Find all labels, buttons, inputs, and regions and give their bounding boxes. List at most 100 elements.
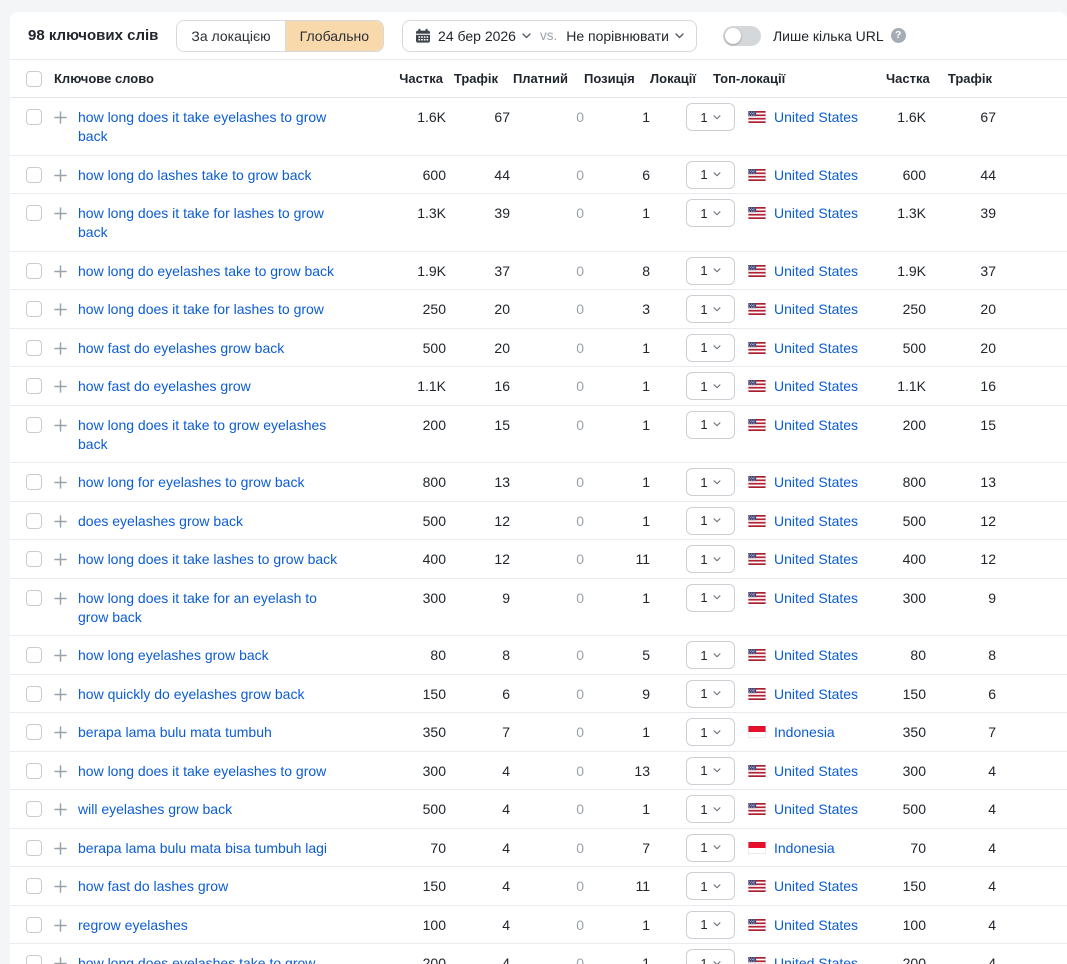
locations-dropdown[interactable]: 1 [686, 410, 735, 439]
keyword-link[interactable]: how long does it take for an eyelash to … [78, 589, 317, 625]
add-keyword-icon[interactable] [54, 829, 78, 860]
add-keyword-icon[interactable] [54, 636, 78, 667]
add-keyword-icon[interactable] [54, 752, 78, 783]
locations-dropdown[interactable]: 1 [686, 256, 735, 285]
keyword-link[interactable]: how fast do eyelashes grow back [78, 339, 285, 356]
top-location-link[interactable]: United States [774, 339, 859, 356]
locations-dropdown[interactable]: 1 [686, 872, 735, 900]
top-location-link[interactable]: United States [774, 916, 859, 933]
column-header-keyword[interactable]: Ключове слово [54, 71, 154, 86]
row-checkbox[interactable] [26, 801, 42, 817]
add-keyword-icon[interactable] [54, 540, 78, 571]
column-header-traffic[interactable]: Трафік [453, 71, 498, 86]
add-keyword-icon[interactable] [54, 194, 78, 225]
top-location-link[interactable]: United States [774, 878, 859, 894]
top-location-link[interactable]: United States [774, 685, 859, 702]
top-location-link[interactable]: United States [774, 647, 859, 663]
keyword-link[interactable]: regrow eyelashes [78, 916, 188, 933]
help-icon[interactable]: ? [890, 28, 906, 43]
add-keyword-icon[interactable] [54, 98, 78, 129]
add-keyword-icon[interactable] [54, 502, 78, 533]
locations-dropdown[interactable]: 1 [686, 795, 735, 823]
keyword-link[interactable]: how long does it take for lashes to grow… [78, 205, 324, 240]
row-checkbox[interactable] [26, 166, 42, 183]
row-checkbox[interactable] [26, 378, 42, 394]
locations-dropdown[interactable]: 1 [686, 833, 735, 862]
locations-dropdown[interactable]: 1 [686, 103, 735, 131]
row-checkbox[interactable] [26, 685, 42, 702]
column-header-position[interactable]: Позиція [584, 71, 635, 86]
keyword-link[interactable]: how long for eyelashes to grow back [78, 474, 305, 490]
row-checkbox[interactable] [26, 416, 42, 433]
top-location-link[interactable]: United States [774, 262, 859, 279]
keyword-link[interactable]: berapa lama bulu mata bisa tumbuh lagi [78, 839, 328, 856]
locations-dropdown[interactable]: 1 [686, 679, 735, 708]
top-location-link[interactable]: United States [774, 762, 859, 779]
keyword-link[interactable]: does eyelashes grow back [78, 512, 243, 529]
global-button[interactable]: Глобально [284, 20, 384, 51]
row-checkbox[interactable] [26, 301, 42, 317]
keyword-link[interactable]: how long does it take eyelashes to grow … [78, 109, 327, 144]
row-checkbox[interactable] [26, 589, 42, 606]
column-header-locations[interactable]: Локації [650, 71, 697, 86]
locations-dropdown[interactable]: 1 [686, 506, 735, 535]
top-location-link[interactable]: United States [774, 801, 859, 817]
column-header-share-global[interactable]: Частка [886, 71, 930, 86]
row-checkbox[interactable] [26, 955, 42, 964]
row-checkbox[interactable] [26, 512, 42, 529]
add-keyword-icon[interactable] [54, 579, 78, 610]
top-location-link[interactable]: United States [774, 205, 859, 221]
by-location-button[interactable]: За локацією [177, 20, 285, 51]
keyword-link[interactable]: how long do lashes take to grow back [78, 166, 312, 183]
add-keyword-icon[interactable] [54, 406, 78, 437]
add-keyword-icon[interactable] [54, 906, 78, 937]
top-location-link[interactable]: Indonesia [774, 724, 835, 740]
column-header-top-locations[interactable]: Топ-локації [713, 71, 786, 86]
locations-dropdown[interactable]: 1 [686, 718, 735, 746]
keyword-link[interactable]: how long do eyelashes take to grow back [78, 262, 335, 279]
keyword-link[interactable]: how long eyelashes grow back [78, 647, 269, 663]
row-checkbox[interactable] [26, 339, 42, 356]
add-keyword-icon[interactable] [54, 790, 78, 821]
column-header-share[interactable]: Частка [399, 71, 443, 86]
locations-dropdown[interactable]: 1 [686, 910, 735, 939]
locations-dropdown[interactable]: 1 [686, 372, 735, 400]
column-header-paid[interactable]: Платний [512, 71, 568, 86]
add-keyword-icon[interactable] [54, 867, 78, 898]
row-checkbox[interactable] [26, 474, 42, 490]
top-location-link[interactable]: United States [774, 589, 859, 606]
top-location-link[interactable]: United States [774, 474, 859, 490]
locations-dropdown[interactable]: 1 [686, 641, 735, 669]
few-urls-toggle[interactable] [722, 25, 761, 46]
top-location-link[interactable]: United States [774, 166, 859, 183]
keyword-link[interactable]: how long does it take lashes to grow bac… [78, 551, 338, 567]
keyword-link[interactable]: how fast do lashes grow [78, 878, 229, 894]
add-keyword-icon[interactable] [54, 329, 78, 360]
select-all-checkbox[interactable] [26, 71, 42, 87]
keyword-link[interactable]: how long does it take to grow eyelashes … [78, 416, 327, 452]
add-keyword-icon[interactable] [54, 713, 78, 744]
locations-dropdown[interactable]: 1 [686, 160, 735, 189]
add-keyword-icon[interactable] [54, 290, 78, 321]
locations-dropdown[interactable]: 1 [686, 468, 735, 496]
keyword-link[interactable]: how quickly do eyelashes grow back [78, 685, 305, 702]
column-header-traffic-global[interactable]: Трафік [947, 71, 992, 86]
add-keyword-icon[interactable] [54, 367, 78, 398]
row-checkbox[interactable] [26, 724, 42, 740]
row-checkbox[interactable] [26, 262, 42, 279]
row-checkbox[interactable] [26, 762, 42, 779]
locations-dropdown[interactable]: 1 [686, 295, 735, 323]
row-checkbox[interactable] [26, 647, 42, 663]
row-checkbox[interactable] [26, 916, 42, 933]
keyword-link[interactable]: how long does it take eyelashes to grow [78, 762, 327, 779]
top-location-link[interactable]: United States [774, 378, 859, 394]
top-location-link[interactable]: United States [774, 955, 859, 964]
add-keyword-icon[interactable] [54, 944, 78, 964]
row-checkbox[interactable] [26, 205, 42, 221]
top-location-link[interactable]: United States [774, 109, 859, 125]
keyword-link[interactable]: how fast do eyelashes grow [78, 378, 251, 394]
top-location-link[interactable]: United States [774, 551, 859, 567]
add-keyword-icon[interactable] [54, 252, 78, 283]
keyword-link[interactable]: how long does eyelashes take to grow [78, 955, 316, 964]
locations-dropdown[interactable]: 1 [686, 756, 735, 785]
